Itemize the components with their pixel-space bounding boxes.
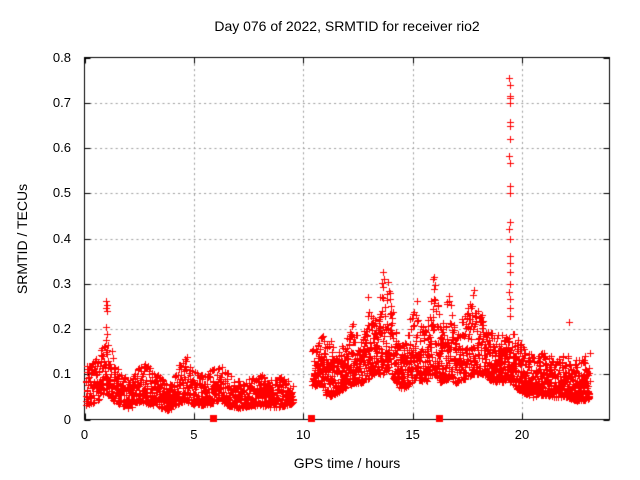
y-tick-label: 0: [63, 411, 71, 427]
y-tick-label: 0.8: [52, 49, 71, 65]
y-tick-label: 0.7: [52, 94, 71, 110]
y-tick-label: 0.2: [52, 321, 71, 336]
y-tick-label: 0.1: [52, 366, 71, 382]
x-tick-label: 5: [190, 427, 198, 442]
x-tick-label: 10: [296, 427, 311, 442]
x-tick-label: 0: [80, 427, 89, 442]
y-tick-label: 0.6: [52, 140, 71, 155]
chart-title: Day 076 of 2022, SRMTID for receiver rio…: [214, 18, 480, 34]
y-tick-label: 0.3: [52, 275, 71, 291]
x-tick-label: 15: [405, 427, 420, 442]
x-axis-label: GPS time / hours: [293, 455, 401, 471]
y-tick-label: 0.5: [52, 185, 71, 201]
y-tick-label: 0.4: [52, 230, 71, 246]
x-tick-label: 20: [514, 427, 530, 442]
